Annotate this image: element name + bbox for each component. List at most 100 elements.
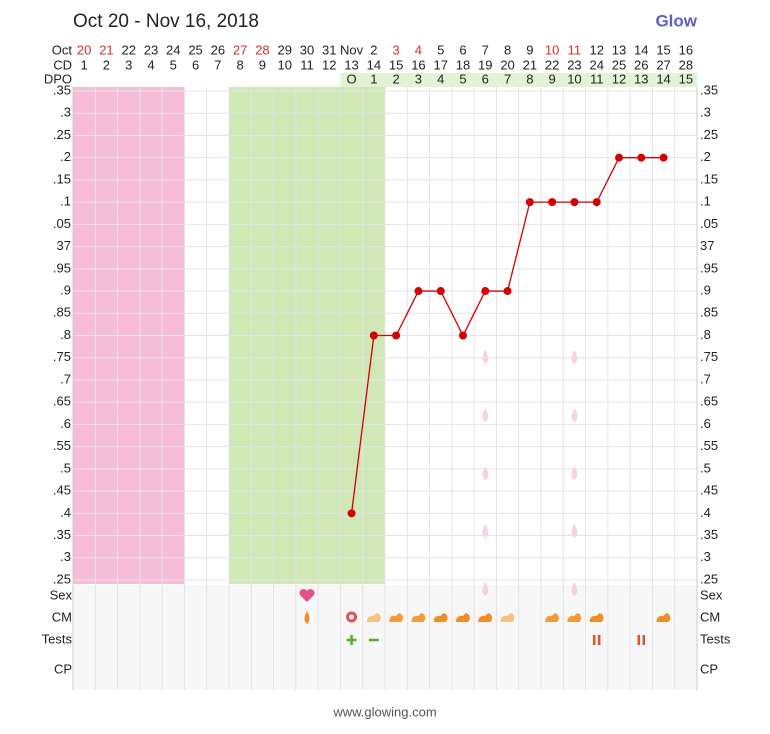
track-label: Tests (42, 631, 73, 646)
y-tick-label-right: .8 (700, 327, 711, 342)
temperature-point (570, 198, 579, 207)
temperature-point (503, 287, 512, 296)
cd-label: 18 (456, 57, 470, 72)
dpo-label: 11 (590, 71, 604, 86)
date-label: 29 (277, 42, 291, 57)
cd-label: 1 (81, 57, 88, 72)
temperature-point (615, 153, 623, 162)
dpo-label: 13 (634, 71, 648, 86)
track-label-right: Tests (700, 631, 731, 646)
cm-icon (545, 613, 559, 622)
spotting-drop (571, 524, 578, 538)
y-tick-label-right: .9 (700, 282, 711, 297)
spotting-drop (571, 408, 578, 422)
cm-icon (411, 613, 426, 622)
cd-label: 19 (478, 57, 492, 72)
y-tick-label-right: .2 (700, 149, 711, 164)
y-tick-label: .1 (60, 194, 71, 209)
dpo-label: 2 (393, 71, 400, 86)
date-label: 5 (437, 42, 444, 57)
cm-icon (500, 613, 515, 622)
date-label: 26 (211, 42, 225, 57)
cd-label: 14 (367, 57, 381, 72)
y-tick-label: .15 (53, 171, 71, 186)
cd-label: 6 (192, 57, 199, 72)
dpo-label: 14 (656, 71, 670, 86)
dpo-label: 6 (482, 71, 489, 86)
cd-label: 26 (634, 57, 648, 72)
cm-icon (589, 613, 604, 622)
y-tick-label-right: .5 (700, 460, 711, 475)
test-lh (592, 635, 601, 645)
y-tick-label-right: .85 (700, 305, 718, 320)
spotting-drop (482, 582, 489, 596)
sex-heart (299, 588, 315, 602)
y-tick-label: .4 (60, 505, 71, 520)
y-tick-label: .3 (60, 105, 71, 120)
dpo-label: 1 (370, 71, 377, 86)
cm-icon (456, 613, 470, 622)
date-label: 16 (679, 42, 693, 57)
y-tick-label: .75 (53, 349, 71, 364)
date-label: 3 (393, 42, 400, 57)
y-tick-label-right: 37 (700, 238, 714, 253)
spotting-drop (482, 524, 489, 538)
y-tick-label: .65 (53, 394, 71, 409)
temperature-point (459, 331, 467, 340)
row-label: CD (53, 57, 72, 72)
cd-label: 22 (545, 57, 559, 72)
test-lh (637, 635, 646, 645)
track-label: Sex (50, 587, 73, 602)
y-tick-label-right: .15 (700, 171, 718, 186)
date-label: 27 (233, 42, 247, 57)
logo: Glow (655, 11, 697, 30)
temperature-point (369, 331, 378, 340)
date-label: 31 (322, 42, 336, 57)
spotting-drop (571, 466, 578, 480)
y-tick-label-right: .55 (700, 438, 718, 453)
cd-label: 16 (411, 57, 425, 72)
y-tick-label-right: .35 (700, 82, 718, 97)
cd-label: 3 (125, 57, 132, 72)
date-label: 30 (300, 42, 314, 57)
chart-title: Oct 20 - Nov 16, 2018 (73, 11, 259, 32)
dpo-label: 12 (612, 71, 626, 86)
cd-label: 21 (523, 57, 537, 72)
cm-icon (567, 613, 582, 622)
dpo-label: 5 (459, 71, 466, 86)
cm-drop (304, 611, 310, 624)
date-label: 9 (526, 42, 533, 57)
footer: www.glowing.com (332, 704, 436, 719)
y-tick-label: .45 (53, 483, 71, 498)
y-tick-label: .2 (60, 149, 71, 164)
y-tick-label-right: .75 (700, 349, 718, 364)
y-tick-label: .35 (53, 82, 71, 97)
date-label: 10 (545, 42, 559, 57)
date-label: 11 (568, 42, 582, 57)
temperature-point (436, 287, 445, 296)
y-tick-label-right: .3 (700, 105, 711, 120)
y-tick-label: .85 (53, 305, 71, 320)
temperature-point (392, 331, 401, 340)
y-tick-label: .35 (53, 527, 71, 542)
temperature-point (414, 287, 423, 296)
temperature-point (525, 198, 534, 207)
y-tick-label: .55 (53, 438, 71, 453)
cd-label: 4 (147, 57, 154, 72)
date-label: 28 (255, 42, 269, 57)
date-label: 2 (370, 42, 377, 57)
date-label: 15 (656, 42, 670, 57)
cd-label: 27 (656, 57, 670, 72)
y-tick-label-right: .4 (700, 505, 711, 520)
dpo-label: 9 (549, 71, 556, 86)
track-label: CM (52, 609, 72, 624)
y-tick-label-right: .25 (700, 127, 718, 142)
spotting-column (475, 340, 496, 584)
date-label: 23 (144, 42, 158, 57)
spotting-drop (482, 466, 489, 480)
spotting-drop (571, 582, 578, 596)
track-label-right: CP (700, 661, 718, 676)
y-tick-label: .3 (60, 549, 71, 564)
date-label: Nov (340, 42, 364, 57)
